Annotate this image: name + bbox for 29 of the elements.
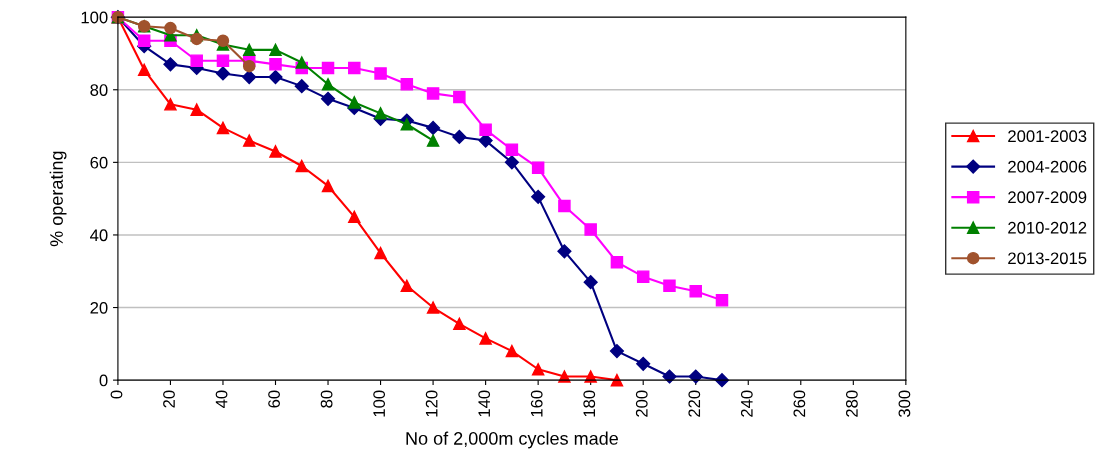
x-tick-label: 200 xyxy=(635,390,648,417)
x-tick-label: 20 xyxy=(163,390,175,408)
x-tick-label: 280 xyxy=(845,390,858,417)
x-tick-label: 160 xyxy=(530,390,543,417)
x-tick-label: 260 xyxy=(793,390,806,417)
x-tick-label: 100 xyxy=(373,390,386,417)
y-tick-label: 20 xyxy=(90,301,108,314)
x-tick-label: 240 xyxy=(740,390,753,417)
y-tick-label: 60 xyxy=(90,156,108,169)
x-tick-label: 40 xyxy=(215,390,228,409)
legend-label: 2010-2012 xyxy=(1008,221,1087,234)
y-tick-label: 100 xyxy=(81,11,108,24)
x-tick-label: 220 xyxy=(688,390,701,417)
legend-label: 2013-2015 xyxy=(1008,252,1087,265)
x-tick-label: 80 xyxy=(320,390,333,408)
x-axis-title: No of 2,000m cycles made xyxy=(406,431,618,449)
x-tick-label: 60 xyxy=(268,390,280,408)
x-tick-label: 140 xyxy=(478,390,491,417)
y-tick-label: 80 xyxy=(90,84,108,96)
legend-label: 2004-2006 xyxy=(1008,160,1087,173)
y-tick-label: 0 xyxy=(99,374,108,387)
x-tick-label: 180 xyxy=(583,390,596,417)
y-tick-label: 40 xyxy=(90,229,108,242)
x-tick-label: 120 xyxy=(425,390,438,417)
y-axis-title: % operating xyxy=(49,151,67,247)
legend-label: 2001-2003 xyxy=(1008,130,1087,143)
x-tick-label: 300 xyxy=(898,390,911,418)
legend-label: 2007-2009 xyxy=(1008,191,1087,204)
x-tick-label: 0 xyxy=(110,390,123,399)
